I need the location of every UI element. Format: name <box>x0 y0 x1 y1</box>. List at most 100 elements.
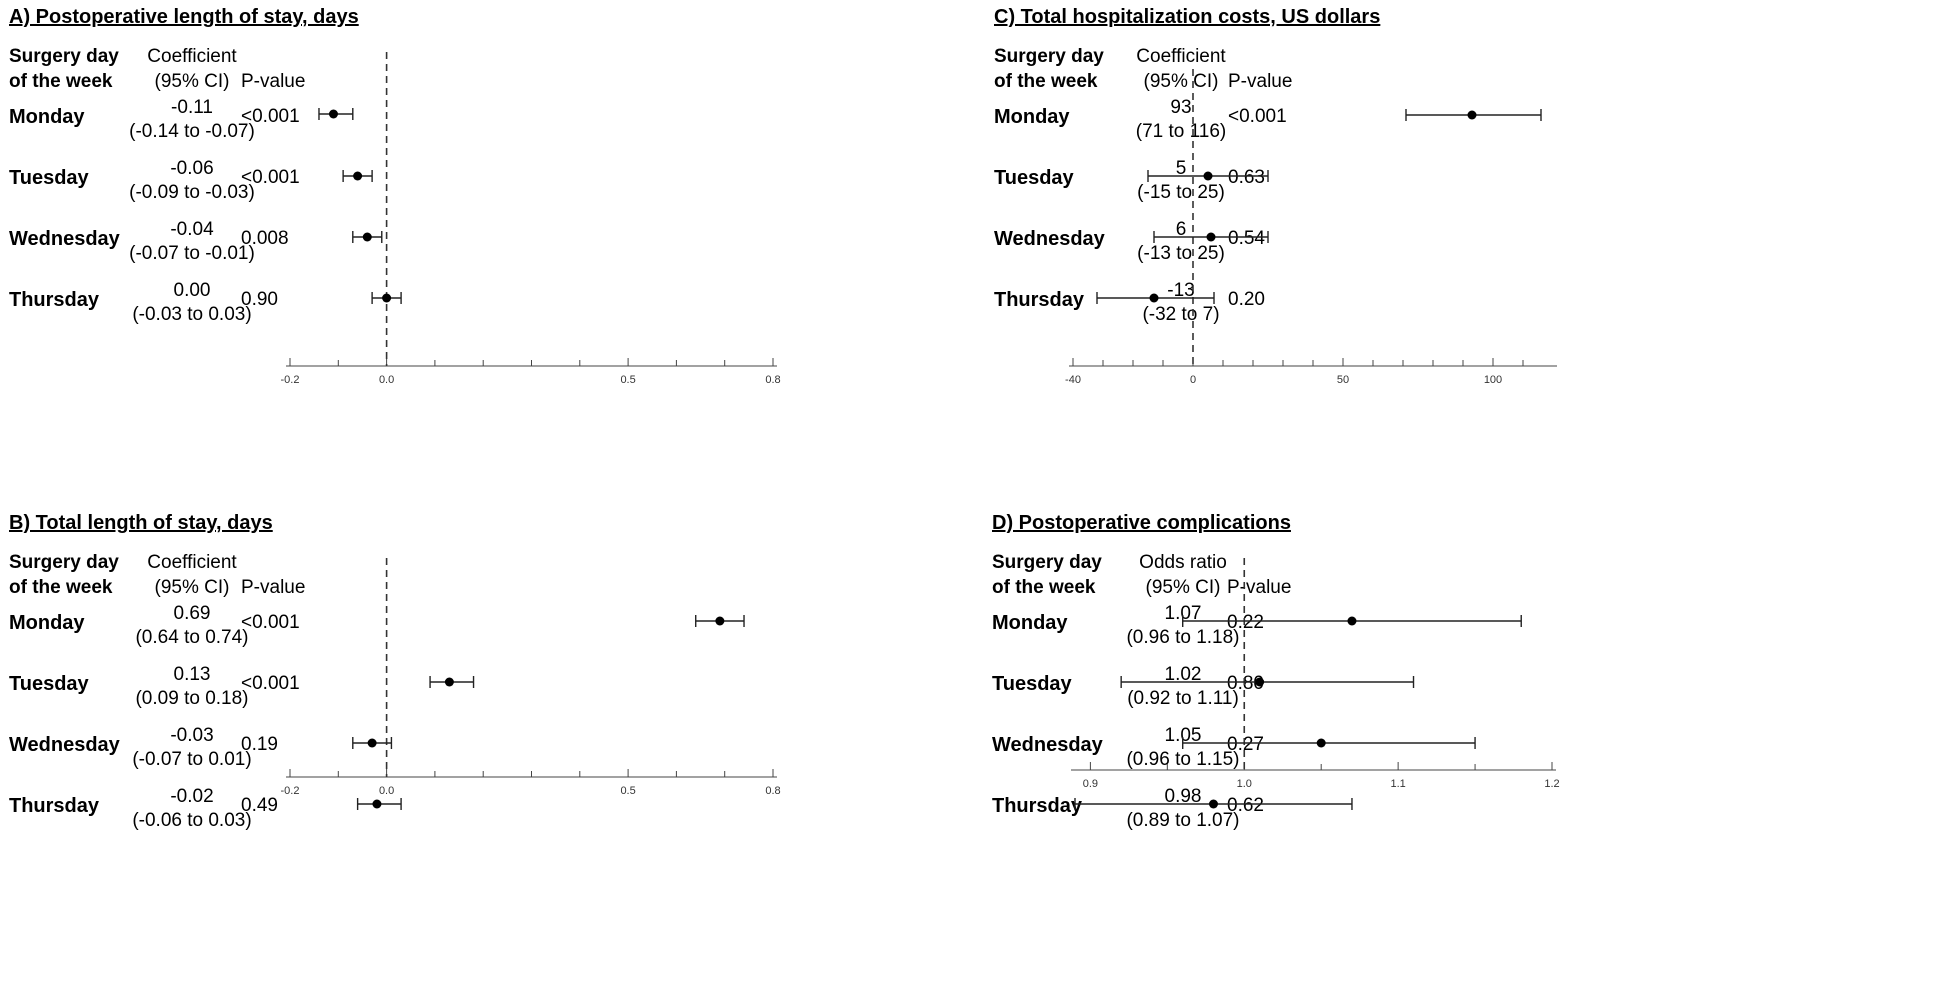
forest-row-marks <box>1153 231 1269 243</box>
ci-value: (-0.07 to -0.01) <box>129 243 255 264</box>
row-day-label: Thursday <box>994 289 1085 311</box>
estimate-value: 1.07 <box>1164 603 1202 624</box>
forest-plot: -0.2 0.0 0.5 0.8 <box>281 558 781 810</box>
panel-title: B) Total length of stay, days <box>9 512 273 534</box>
point-estimate <box>1203 171 1213 181</box>
row-p-value: 0.008 <box>241 228 289 249</box>
ci-value: (-0.06 to 0.03) <box>132 810 252 831</box>
row-estimate: 0.69 (0.64 to 0.74) <box>112 602 272 650</box>
ci-value: (-0.09 to -0.03) <box>129 182 255 203</box>
row-p-value: 0.49 <box>241 795 278 816</box>
header-estimate-line1: Coefficient <box>147 552 237 573</box>
row-p-value: <0.001 <box>241 673 300 694</box>
row-estimate: 0.00 (-0.03 to 0.03) <box>112 279 272 327</box>
header-day: Surgery day of the week <box>9 44 119 94</box>
row-estimate: -0.06 (-0.09 to -0.03) <box>112 157 272 205</box>
x-axis-tick-label: 0.8 <box>765 785 780 797</box>
header-day-line1: Surgery day <box>992 552 1102 573</box>
row-day-label: Tuesday <box>9 673 89 695</box>
header-estimate-line2: (95% CI) <box>154 71 230 92</box>
forest-row-marks <box>695 615 745 627</box>
header-day-line2: of the week <box>9 577 113 598</box>
header-estimate-line2: (95% CI) <box>1145 577 1221 598</box>
estimate-value: 5 <box>1175 158 1187 179</box>
estimate-value: -0.06 <box>170 158 214 179</box>
row-estimate: 0.98 (0.89 to 1.07) <box>1103 785 1263 833</box>
row-p-value: <0.001 <box>241 167 300 188</box>
header-p-value: P-value <box>1227 577 1292 598</box>
header-estimate: Coefficient (95% CI) <box>1106 44 1256 94</box>
x-axis-tick-label: -40 <box>1065 374 1081 386</box>
row-estimate: 93 (71 to 116) <box>1101 96 1261 144</box>
row-p-value: 0.63 <box>1228 167 1265 188</box>
forest-row-marks <box>1405 109 1542 121</box>
panel-title: C) Total hospitalization costs, US dolla… <box>994 6 1381 28</box>
x-axis-tick-label: 0.5 <box>620 374 635 386</box>
forest-row-marks <box>318 108 354 120</box>
point-estimate <box>372 799 382 809</box>
header-estimate-line1: Coefficient <box>147 46 237 67</box>
row-estimate: -0.11 (-0.14 to -0.07) <box>112 96 272 144</box>
forest-row-marks <box>1120 676 1415 688</box>
row-day-label: Monday <box>9 106 85 128</box>
row-p-value: 0.90 <box>241 289 278 310</box>
x-axis-tick-label: -0.2 <box>281 374 300 386</box>
forest-row-marks <box>356 798 402 810</box>
ci-value: (0.96 to 1.18) <box>1126 627 1240 648</box>
header-day-line2: of the week <box>994 71 1098 92</box>
row-p-value: 0.19 <box>241 734 278 755</box>
x-axis-tick-label: 0.9 <box>1083 778 1098 790</box>
estimate-value: -0.03 <box>170 725 214 746</box>
ci-value: (0.89 to 1.07) <box>1126 810 1240 831</box>
ci-value: (-15 to 25) <box>1137 182 1225 203</box>
row-p-value: 0.27 <box>1227 734 1264 755</box>
header-p-value: P-value <box>241 71 306 92</box>
x-axis-tick-label: 1.2 <box>1544 778 1559 790</box>
header-day: Surgery day of the week <box>992 550 1102 600</box>
estimate-value: 0.13 <box>173 664 211 685</box>
row-day-label: Monday <box>994 106 1070 128</box>
ci-value: (71 to 116) <box>1135 121 1227 142</box>
forest-row-marks <box>1182 615 1522 627</box>
x-axis-tick-label: -0.2 <box>281 785 300 797</box>
estimate-value: -0.04 <box>170 219 214 240</box>
row-day-label: Tuesday <box>992 673 1072 695</box>
header-estimate-line1: Odds ratio <box>1139 552 1227 573</box>
panel-title: A) Postoperative length of stay, days <box>9 6 359 28</box>
row-day-label: Wednesday <box>9 734 120 756</box>
row-p-value: <0.001 <box>241 612 300 633</box>
header-estimate-line1: Coefficient <box>1136 46 1226 67</box>
point-estimate <box>715 616 725 626</box>
point-estimate <box>353 171 363 181</box>
ci-value: (-0.03 to 0.03) <box>132 304 252 325</box>
forest-row-marks <box>342 170 373 182</box>
panel-c: C) Total hospitalization costs, US dolla… <box>994 6 1954 486</box>
estimate-value: -0.02 <box>170 786 214 807</box>
row-day-label: Monday <box>992 612 1068 634</box>
header-p-value: P-value <box>241 577 306 598</box>
header-day-line1: Surgery day <box>994 46 1104 67</box>
header-day-line2: of the week <box>992 577 1096 598</box>
estimate-value: 6 <box>1175 219 1187 240</box>
point-estimate <box>367 738 377 748</box>
header-day-line1: Surgery day <box>9 46 119 67</box>
ci-value: (0.09 to 0.18) <box>135 688 249 709</box>
row-p-value: 0.80 <box>1227 673 1264 694</box>
forest-row-marks <box>1182 737 1476 749</box>
panel-a: A) Postoperative length of stay, days Su… <box>9 6 969 486</box>
row-p-value: 0.22 <box>1227 612 1264 633</box>
row-day-label: Monday <box>9 612 85 634</box>
row-p-value: 0.62 <box>1227 795 1264 816</box>
row-estimate: 1.02 (0.92 to 1.11) <box>1103 663 1263 711</box>
x-axis-tick-label: 0.8 <box>765 374 780 386</box>
estimate-value: 93 <box>1170 97 1192 118</box>
x-axis-tick-label: 1.0 <box>1237 778 1252 790</box>
forest-plot: 0.9 1.0 1.1 1.2 <box>1071 558 1560 810</box>
point-estimate <box>1347 616 1357 626</box>
row-day-label: Wednesday <box>992 734 1103 756</box>
row-estimate: -0.04 (-0.07 to -0.01) <box>112 218 272 266</box>
point-estimate <box>362 232 372 242</box>
forest-plot: -40 0 50 100 <box>1065 69 1557 386</box>
ci-value: (0.64 to 0.74) <box>135 627 249 648</box>
panel-b: B) Total length of stay, days Surgery da… <box>9 512 969 992</box>
